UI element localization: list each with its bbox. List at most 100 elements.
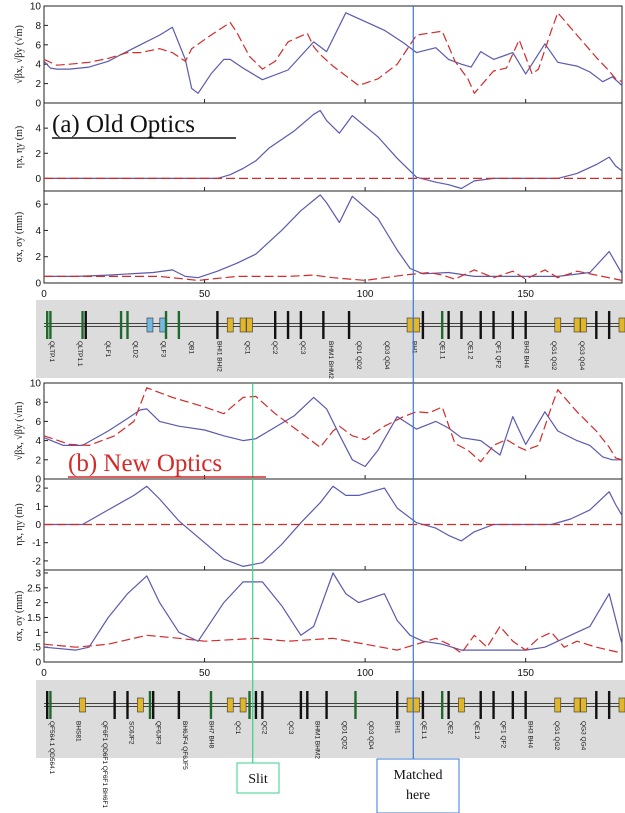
lattice-element-label: QB1 (188, 341, 195, 354)
y-tick-label: 3 (35, 568, 41, 579)
old-optics-section: 0 2 4 6 8 10 √βx, √βy (√m) 0 2 4 ηx, ηy (m) 0 2 4 6 σx,… (14, 2, 625, 379)
lattice-element-label: QC2 (261, 721, 268, 735)
y-axis-label: ηx, ηy (m) (14, 126, 25, 168)
lattice-element-label: QE1.1 (439, 341, 446, 360)
y-tick-label: .5 (33, 643, 42, 654)
lattice-element-label: QLF1 (104, 341, 111, 358)
old-optics-title: (a) Old Optics (52, 111, 195, 138)
lattice-element-label: QF6JF3 (154, 721, 161, 745)
lattice-element-label: BH1 (411, 341, 418, 354)
marker-lines (252, 6, 414, 763)
y-plane-series-line (44, 269, 623, 281)
lattice-element-label: QE2 (447, 721, 454, 734)
lattice-element-label: QD3 QD4 (367, 721, 374, 750)
lattice-quadrupole (261, 691, 264, 719)
x-plane-series-line (44, 485, 623, 568)
new-optics-title: (b) New Optics (68, 450, 222, 477)
lattice-quadrupole (216, 311, 219, 339)
matched-label: Matched here (394, 768, 443, 803)
slit-label: Slit (248, 772, 268, 787)
y-plane-series-line (43, 387, 623, 463)
y-axis-label: σx, σy (mm) (14, 591, 25, 642)
y-tick-label: 6 (35, 40, 41, 51)
lattice-quadrupole (248, 691, 251, 719)
lattice-quadrupole (347, 311, 351, 339)
slit-annotation: Slit (236, 762, 280, 794)
lattice-element-label: BH3 BH4 (522, 341, 529, 368)
lattice-element-label: QD1 QD2 (355, 341, 362, 370)
lattice-quadrupole (119, 311, 123, 339)
lattice-magnet (554, 697, 562, 713)
lattice-quadrupole (511, 691, 515, 719)
lattice-quadrupole (479, 691, 482, 719)
y-tick-label: 8 (35, 398, 41, 409)
y-tick-label: 0 (35, 658, 41, 669)
lattice-magnet (246, 317, 253, 333)
lattice-element-label: BHI1 BHI2 (215, 341, 222, 372)
x-tick-label: 50 (199, 668, 211, 679)
new-dispersion-panel: -2 -1 0 1 2 ηx, ηy (m) (14, 478, 623, 571)
y-tick-label: 10 (30, 379, 42, 390)
x-tick-label: 0 (41, 289, 47, 300)
lattice-quadrupole (440, 311, 444, 339)
lattice-magnet (580, 697, 587, 713)
lattice-quadrupole (49, 311, 52, 339)
lattice-quadrupole (479, 311, 482, 339)
old-beamline-lattice: QLTP.1 QLTP1.1 QLF1 QLD2 QLF3 QB1 BHI1 BHI2 QC1… (36, 300, 625, 379)
lattice-magnet (618, 317, 625, 333)
lattice-magnet (406, 317, 414, 333)
lattice-element-label: QF1 QF2 (494, 341, 501, 368)
lattice-quadrupole (595, 691, 598, 719)
lattice-element-label: QE1.2 (467, 341, 474, 360)
lattice-quadrupole (126, 691, 129, 719)
y-axis-label: ηx, ηy (m) (14, 503, 25, 545)
lattice-quadrupole (299, 311, 303, 339)
x-tick-label: 150 (517, 668, 534, 679)
x-plane-series-line (44, 194, 623, 279)
lattice-element-label: QD1 QD2 (340, 721, 347, 750)
old-sigma-panel: 0 2 4 6 σx, σy (mm) (14, 190, 623, 290)
y-tick-label: 4 (35, 226, 41, 237)
y-tick-label: 1 (35, 502, 41, 513)
lattice-quadrupole (164, 311, 168, 339)
lattice-element-label: QG1 QG2 (553, 721, 560, 751)
lattice-magnet (618, 697, 625, 713)
lattice-quadrupole (595, 311, 598, 339)
lattice-element-label: QD3 QD4 (383, 341, 390, 370)
lattice-quadrupole (177, 311, 181, 339)
lattice-magnet (239, 317, 247, 333)
y-axis-label: √βx, √βy (√m) (14, 25, 25, 84)
x-tick-label: 100 (357, 668, 374, 679)
lattice-quadrupole (286, 311, 290, 339)
x-plane-series-line (44, 109, 623, 190)
panel-frame (43, 569, 623, 663)
lattice-quadrupole (421, 691, 425, 719)
lattice-quadrupole (274, 311, 277, 339)
panel-frame (43, 5, 623, 104)
y-tick-label: 0 (35, 279, 41, 290)
y-plane-series-line (43, 625, 623, 654)
y-tick-label: 2 (35, 79, 41, 90)
lattice-magnet (239, 697, 247, 713)
x-plane-series-line (43, 12, 623, 94)
y-axis-label: σx, σy (mm) (14, 212, 25, 263)
y-tick-label: -2 (32, 556, 41, 567)
lattice-element-label: QF1 QF2 (500, 721, 507, 748)
lattice-quadrupole (81, 311, 84, 339)
lattice-element-label: QG3 QG4 (578, 341, 585, 371)
new-x-axis: 0 50 100 150 (41, 668, 534, 679)
lattice-magnet (413, 317, 420, 333)
lattice-element-label: BH3 BH4 (526, 721, 533, 748)
lattice-quadrupole (151, 691, 155, 719)
y-tick-label: 2 (35, 252, 41, 263)
y-tick-label: -1 (32, 538, 41, 549)
lattice-quadrupole (607, 691, 611, 719)
lattice-quadrupole (49, 691, 52, 719)
y-tick-label: 6 (35, 200, 41, 211)
lattice-quadrupole (607, 311, 611, 339)
x-tick-label: 50 (199, 289, 211, 300)
lattice-quadrupole (126, 311, 129, 339)
lattice-quadrupole (354, 691, 357, 719)
lattice-quadrupole (511, 311, 515, 339)
